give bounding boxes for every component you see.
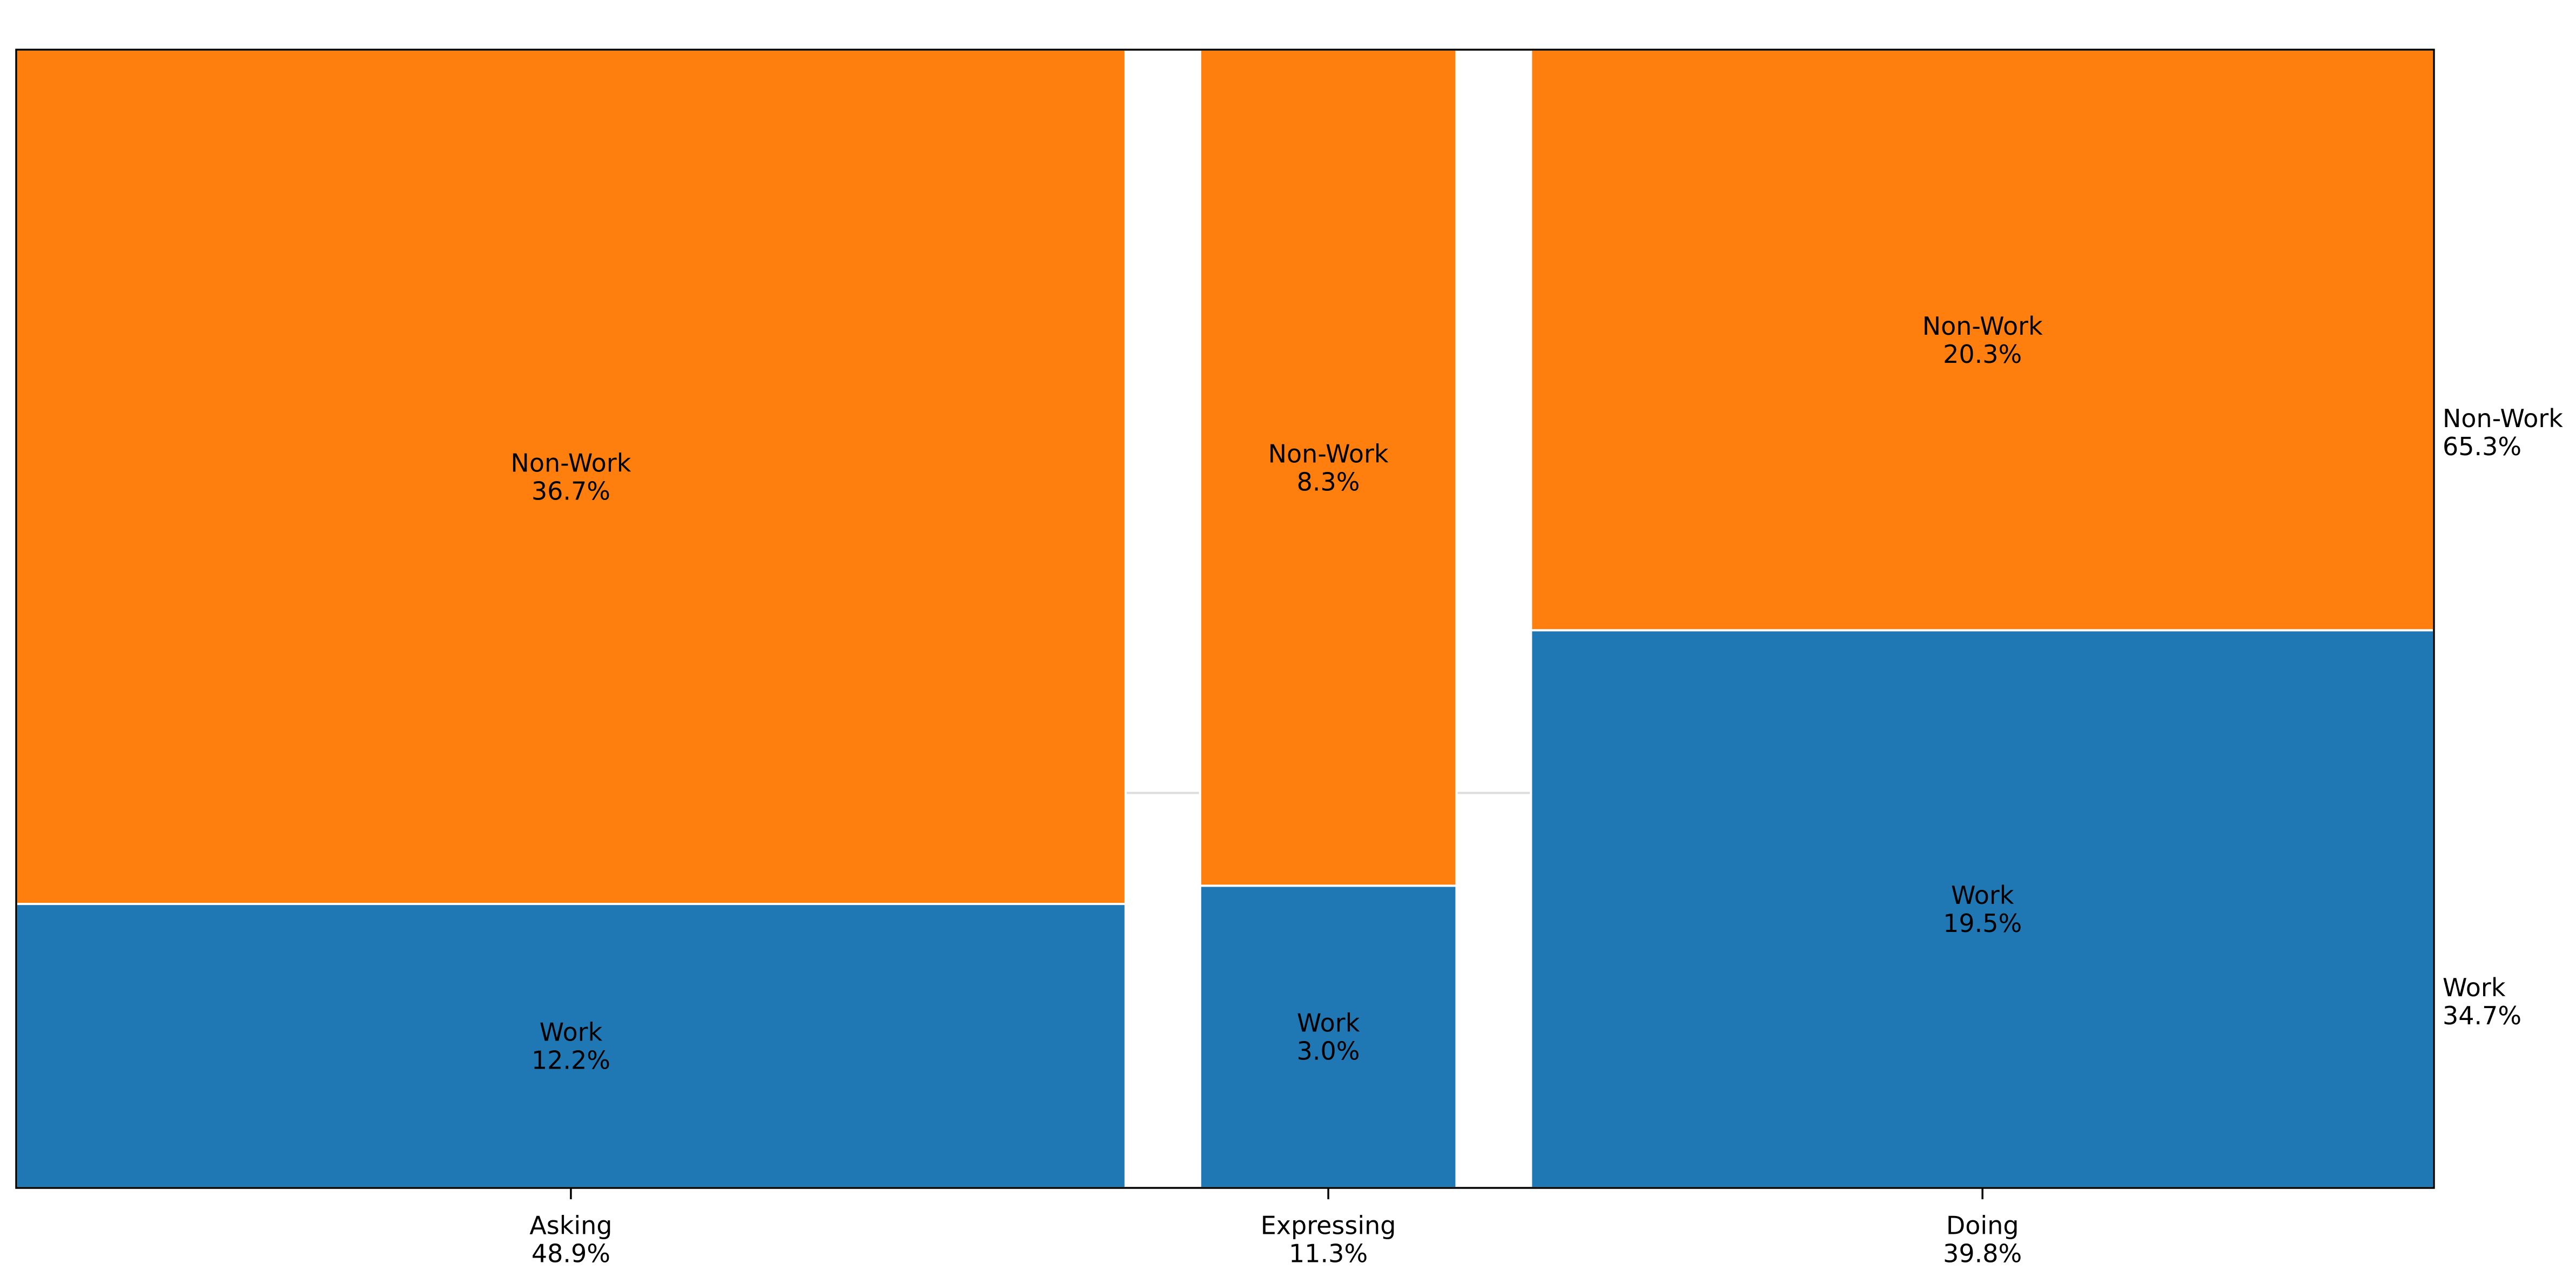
tile-expressing-non-work (1199, 49, 1458, 887)
tile-label-expressing-non-work: Non-Work 8.3% (1268, 440, 1389, 497)
tile-label-doing-non-work: Non-Work 20.3% (1922, 312, 2043, 369)
tile-doing-work (1530, 629, 2435, 1189)
tile-asking-non-work (15, 49, 1127, 906)
tile-label-expressing-work: Work 3.0% (1297, 1009, 1360, 1066)
total-label-non-work: Non-Work 65.3% (2443, 404, 2563, 461)
x-tick-label-doing: Doing 39.8% (1943, 1211, 2022, 1268)
tile-label-doing-work: Work 19.5% (1943, 881, 2022, 938)
tile-label-asking-work: Work 12.2% (532, 1018, 610, 1075)
tile-expressing-work (1199, 884, 1458, 1189)
x-tick-label-asking: Asking 48.9% (529, 1211, 612, 1268)
tile-doing-non-work (1530, 49, 2435, 632)
tile-label-asking-non-work: Non-Work 36.7% (510, 449, 631, 506)
x-tick-label-expressing: Expressing 11.3% (1261, 1211, 1396, 1268)
total-label-work: Work 34.7% (2443, 973, 2521, 1030)
plot-frame (15, 49, 2435, 1189)
